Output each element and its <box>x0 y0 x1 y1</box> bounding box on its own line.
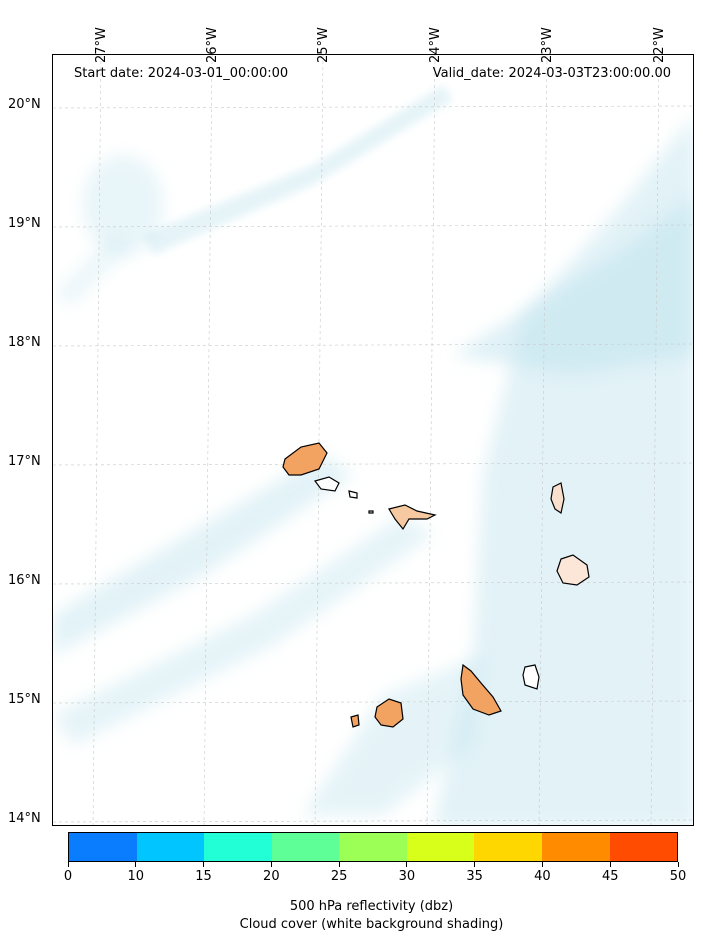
island-sal <box>550 482 565 514</box>
graticule <box>53 55 693 825</box>
lon-label: 25°W <box>316 27 331 63</box>
colorbar-tick-label: 45 <box>601 869 619 884</box>
lat-gridline <box>53 343 693 347</box>
lat-label: 15°N <box>8 692 41 707</box>
colorbar-tick <box>203 862 205 867</box>
colorbar-segment <box>609 833 678 861</box>
island-santiago <box>460 663 502 716</box>
lat-gridline <box>53 819 693 823</box>
lat-label: 17°N <box>8 454 41 469</box>
lon-gridline <box>426 55 436 825</box>
colorbar-tick-label: 30 <box>398 869 416 884</box>
lon-label: 26°W <box>205 27 220 63</box>
island-maio <box>522 664 540 690</box>
reflectivity-colorbar <box>68 832 678 862</box>
map-panel <box>52 54 694 826</box>
island-santo-antao <box>282 442 328 476</box>
lat-gridline <box>53 462 693 466</box>
colorbar-tick <box>67 862 69 867</box>
lon-gridline <box>314 55 324 825</box>
island-sao-vicente <box>313 476 340 492</box>
island-raso <box>368 510 374 514</box>
map-canvas <box>53 55 693 825</box>
colorbar-segment <box>406 833 475 861</box>
colorbar-segment <box>541 833 610 861</box>
lat-gridline <box>53 700 693 704</box>
colorbar-tick <box>677 862 679 867</box>
lat-gridline <box>53 224 693 228</box>
colorbar-tick <box>406 862 408 867</box>
colorbar-tick-label: 20 <box>263 869 280 884</box>
island-sao-nicolau <box>388 504 437 531</box>
colorbar-tick-label: 40 <box>534 869 551 884</box>
lon-gridline <box>203 55 213 825</box>
lat-label: 14°N <box>8 811 41 826</box>
lat-label: 18°N <box>8 335 41 350</box>
colorbar-segment <box>69 833 137 861</box>
colorbar-subtitle: Cloud cover (white background shading) <box>239 917 504 932</box>
lat-label: 19°N <box>8 216 41 231</box>
lat-label: 16°N <box>8 573 41 588</box>
island-santa-luzia <box>348 490 358 499</box>
colorbar-tick <box>135 862 137 867</box>
colorbar-tick <box>474 862 476 867</box>
colorbar-tick <box>609 862 611 867</box>
colorbar-tick-label: 0 <box>63 869 73 884</box>
cloud-cover-shading <box>53 85 693 825</box>
start-date-label: Start date: 2024-03-01_00:00:00 <box>74 66 289 81</box>
colorbar-tick-label: 35 <box>466 869 483 884</box>
island-boa-vista <box>556 554 590 586</box>
colorbar-tick <box>270 862 272 867</box>
colorbar-tick <box>541 862 543 867</box>
colorbar-tick-label: 15 <box>195 869 212 884</box>
colorbar-title: 500 hPa reflectivity (dbz) <box>289 899 454 914</box>
lon-label: 24°W <box>428 27 443 63</box>
colorbar-tick-label: 10 <box>127 869 145 884</box>
lon-label: 27°W <box>94 27 109 63</box>
lon-gridline <box>650 55 660 825</box>
colorbar-segment <box>474 833 542 861</box>
colorbar-segment <box>204 833 272 861</box>
colorbar-segment <box>339 833 407 861</box>
valid-date-label: Valid_date: 2024-03-03T23:00:00.00 <box>432 66 671 81</box>
island-fogo <box>374 698 404 728</box>
islands <box>282 442 590 728</box>
colorbar-tick <box>338 862 340 867</box>
lon-gridline <box>538 55 548 825</box>
lat-gridline <box>53 105 693 109</box>
colorbar-tick-label: 50 <box>669 869 687 884</box>
island-brava <box>350 714 360 728</box>
lat-label: 20°N <box>8 97 41 112</box>
lon-gridline <box>92 55 102 825</box>
lat-gridline <box>53 581 693 585</box>
lon-label: 23°W <box>540 27 555 63</box>
colorbar-segment <box>136 833 205 861</box>
colorbar-segment <box>271 833 340 861</box>
colorbar-tick-label: 25 <box>330 869 348 884</box>
lon-label: 22°W <box>652 27 667 63</box>
